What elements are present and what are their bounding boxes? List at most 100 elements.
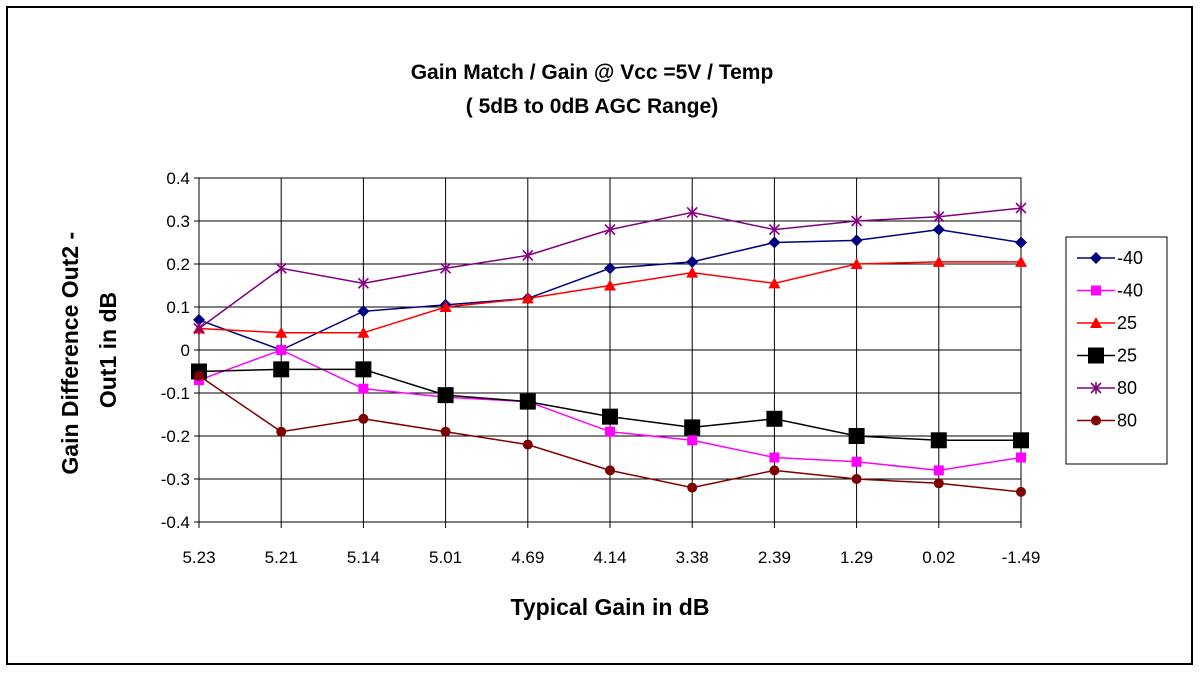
data-point [194,370,204,381]
x-tick-label: 5.01 [429,548,462,567]
data-point [355,361,372,378]
data-point [933,210,945,223]
legend-item: 25 [1077,346,1137,366]
legend-item: -40 [1077,248,1143,268]
series-0 [193,223,1027,356]
legend-marker [1090,382,1102,394]
data-point [686,206,698,219]
y-tick-label: 0.4 [166,169,190,188]
data-point [1016,486,1026,497]
data-point [437,387,454,404]
legend: -40 -40 25 25 80 80 [1065,236,1168,465]
chart-frame [6,6,1193,665]
data-point [522,439,533,450]
data-point [769,465,780,476]
y-tick-label: 0.1 [166,298,190,317]
data-point [850,234,863,247]
data-point [604,262,616,275]
data-point [357,326,370,338]
data-point [602,408,618,425]
data-point [684,419,701,436]
data-point [1016,452,1026,463]
x-tick-label: 1.29 [840,548,873,567]
data-point [439,301,452,312]
data-point [519,393,536,410]
y-axis-title-line2: Out1 in dB [95,292,121,408]
data-point [768,223,780,236]
legend-label: 80 [1117,411,1137,431]
data-point [358,413,369,424]
data-point [768,277,781,289]
data-point [932,223,945,236]
legend-item: 80 [1077,378,1137,398]
data-point [193,322,205,335]
data-point [440,262,452,275]
data-point [851,215,863,227]
x-tick-label: 2.39 [758,548,791,567]
data-point [1015,236,1027,249]
y-tick-label: -0.4 [161,513,190,532]
x-tick-label: 3.38 [676,548,709,567]
data-point [932,255,945,267]
x-tick-label: 5.21 [265,548,298,567]
data-point [1015,255,1027,267]
data-point [604,279,616,291]
data-point [521,292,534,304]
legend-marker [1088,347,1104,364]
legend-item: -40 [1077,281,1143,301]
chart-subtitle: ( 5dB to 0dB AGC Range) [466,95,718,118]
legend-label: -40 [1117,248,1143,268]
x-tick-label: 0.02 [922,548,955,567]
y-tick-label: -0.3 [161,470,190,489]
x-tick-label: 5.14 [347,548,380,567]
data-point [851,474,862,484]
data-point [933,465,944,476]
data-point [850,258,863,269]
data-point [605,465,615,476]
data-point [276,426,287,437]
data-point [848,428,865,444]
legend-label: 25 [1117,313,1137,333]
y-tick-label: -0.2 [161,427,190,446]
data-point [851,456,862,467]
x-tick-label: 5.23 [182,548,215,567]
data-point [933,478,944,489]
data-point [769,452,780,463]
data-point [766,410,783,427]
series-4 [193,202,1027,335]
data-point [687,435,698,446]
legend-marker [1090,252,1102,264]
x-tick-label: 4.14 [593,548,626,567]
series-5 [194,370,1026,497]
legend-box [1065,236,1168,465]
x-tick-label: 4.69 [511,548,544,567]
x-tick-label: -1.49 [1002,548,1041,567]
data-point [605,426,615,437]
data-point [357,305,370,318]
legend-item: 25 [1077,313,1137,333]
data-point [440,426,451,437]
y-tick-label: -0.1 [161,384,190,403]
y-tick-label: 0 [181,341,190,360]
legend-label: -40 [1117,281,1143,301]
y-axis-title: Gain Difference Out2 - Out1 in dB [57,225,121,474]
data-point [687,482,698,493]
y-tick-label: 0.2 [166,255,190,274]
x-axis: 5.23 5.21 5.14 5.01 4.69 4.14 3.38 2.39 1.29 0.02… [182,522,1040,567]
y-axis: 0.4 0.3 0.2 0.1 0 -0.1 -0.2 -0.3 -0.4 [161,169,199,532]
legend-item: 80 [1077,411,1137,431]
data-point [522,249,534,262]
legend-label: 80 [1117,378,1137,398]
y-tick-label: 0.3 [166,212,190,231]
legend-marker [1091,285,1101,296]
data-point [768,236,781,249]
data-point [275,326,288,338]
data-point [930,432,947,449]
data-point [275,262,287,275]
legend-marker [1091,415,1101,426]
data-point [604,223,616,236]
y-axis-title-line1: Gain Difference Out2 - [57,232,83,475]
data-point [1015,202,1027,215]
legend-marker [1090,317,1102,328]
